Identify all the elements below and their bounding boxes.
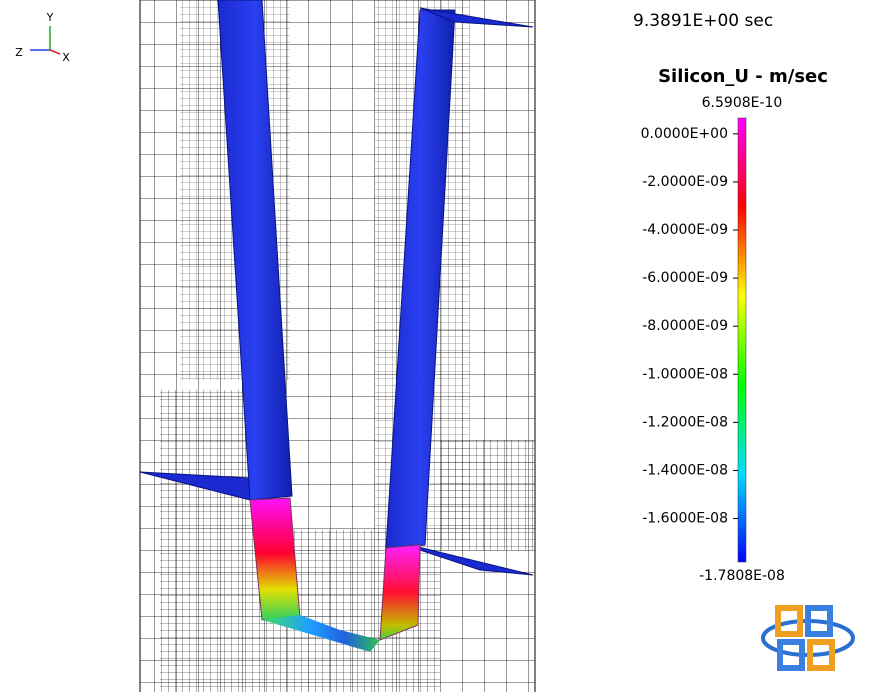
colorbar-tick-label: -1.4000E-08	[642, 462, 728, 478]
triad-x: X	[62, 51, 70, 64]
triad-y: Y	[46, 11, 54, 24]
colorbar: 6.5908E-10 -1.7808E-08 0.0000E+00 -2.0000E-…	[641, 95, 785, 584]
colorbar-tick-label: -8.0000E-09	[642, 318, 728, 334]
triad-z: Z	[15, 46, 23, 59]
geometry	[139, 0, 534, 652]
colorbar-tick-label: -4.0000E-09	[642, 222, 728, 238]
logo	[761, 605, 855, 671]
colorbar-title: Silicon_U - m/sec	[658, 66, 828, 87]
colorbar-tick-label: -1.2000E-08	[642, 414, 728, 430]
colorbar-max: 6.5908E-10	[702, 95, 783, 111]
axis-triad: Y Z X	[15, 11, 70, 64]
colorbar-tick-label: -1.6000E-08	[642, 511, 728, 527]
colorbar-gradient	[737, 117, 747, 563]
colorbar-tick-label: -2.0000E-09	[642, 174, 728, 190]
time-label: 9.3891E+00 sec	[633, 11, 773, 31]
colorbar-tick-label: -1.0000E-08	[642, 366, 728, 382]
mesh	[139, 0, 536, 692]
colorbar-tick-label: 0.0000E+00	[641, 126, 728, 142]
colorbar-tick-label: -6.0000E-09	[642, 270, 728, 286]
colorbar-min: -1.7808E-08	[699, 568, 785, 584]
